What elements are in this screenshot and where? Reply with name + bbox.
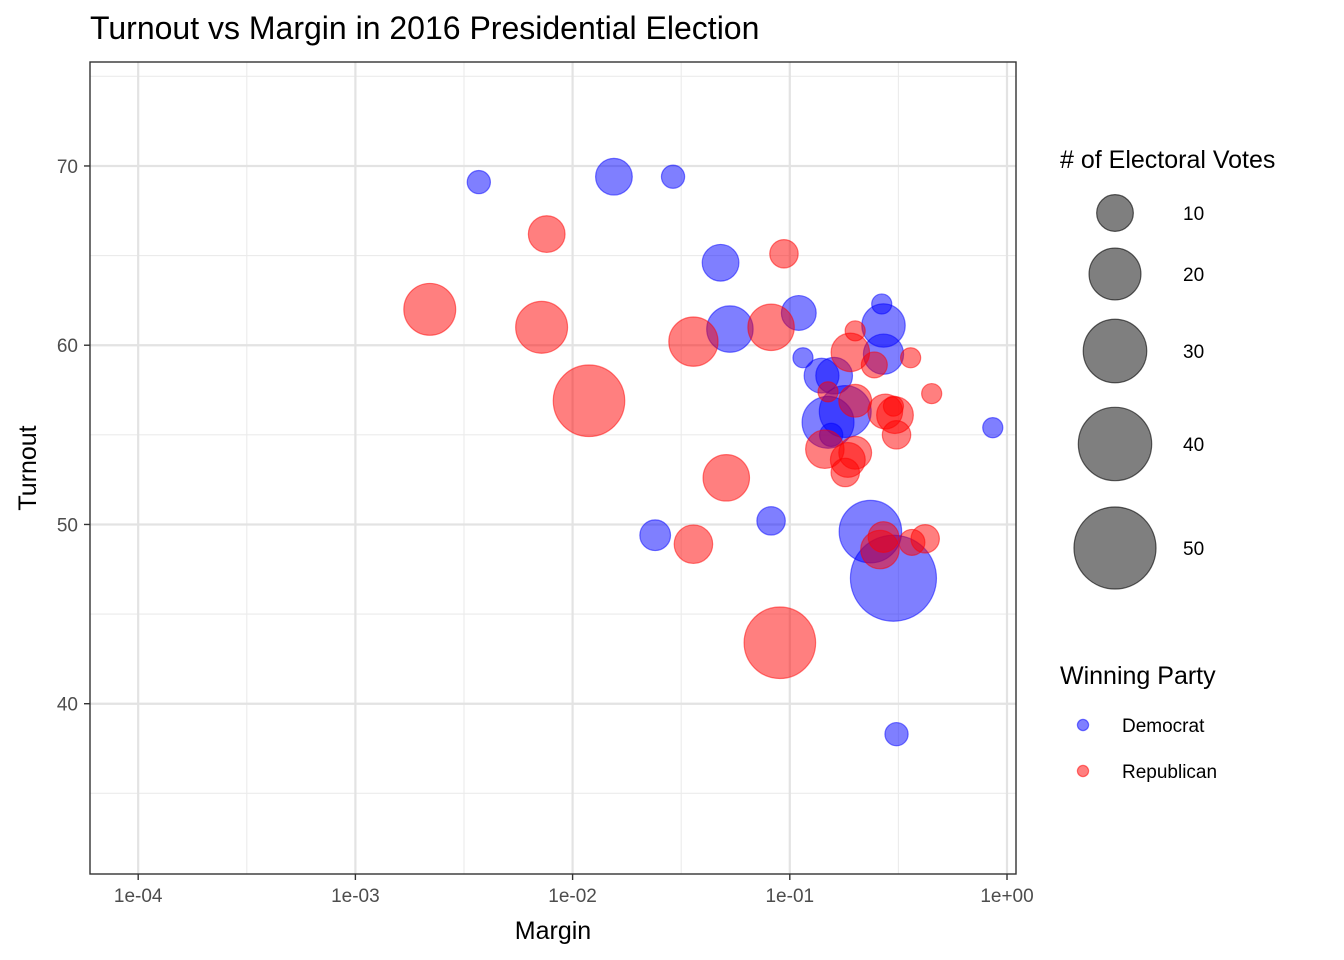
point-democrat: [466, 169, 492, 195]
y-tick-label: 40: [57, 695, 78, 716]
point-republican: [860, 529, 900, 570]
point-republican: [881, 420, 912, 450]
point-democrat: [639, 519, 672, 552]
point-republican: [899, 347, 922, 369]
y-axis-ticks: 40 50 60 70: [57, 157, 90, 716]
x-tick-label: 1e-02: [548, 886, 597, 907]
point-republican: [668, 316, 719, 367]
y-tick-label: 70: [57, 157, 78, 178]
point-republican: [403, 282, 457, 336]
point-democrat: [594, 157, 633, 196]
point-democrat: [756, 506, 786, 536]
plot-background: [90, 62, 1016, 874]
point-democrat: [982, 417, 1004, 439]
color-legend-key-republican: [1076, 764, 1090, 778]
point-democrat: [792, 347, 814, 369]
point-republican: [747, 303, 795, 352]
color-legend: Democrat Republican: [1076, 716, 1217, 783]
point-democrat: [884, 721, 909, 747]
point-republican: [552, 364, 626, 438]
size-legend-circle: [1096, 194, 1134, 232]
y-tick-label: 60: [57, 336, 78, 357]
point-democrat: [660, 164, 686, 189]
color-legend-label: Democrat: [1122, 716, 1205, 737]
color-legend-label: Republican: [1122, 762, 1217, 783]
data-points: [403, 157, 1004, 747]
size-legend: 10 20 30 40 50: [1073, 194, 1204, 590]
color-legend-key-democrat: [1076, 718, 1090, 732]
y-tick-label: 50: [57, 515, 78, 536]
y-axis-title: Turnout: [14, 425, 42, 510]
point-republican: [702, 454, 751, 502]
size-legend-circle: [1073, 506, 1157, 590]
legend: # of Electoral Votes 10 20 30 40 50 Winning …: [1060, 146, 1275, 783]
x-tick-label: 1e-04: [114, 886, 163, 907]
chart-title: Turnout vs Margin in 2016 Presidential E…: [90, 10, 759, 46]
point-republican: [743, 606, 817, 680]
x-axis-title: Margin: [515, 917, 591, 945]
point-democrat: [701, 243, 740, 282]
size-legend-circle: [1088, 247, 1142, 301]
size-legend-label: 10: [1183, 204, 1204, 225]
point-republican: [527, 215, 566, 254]
size-legend-circle: [1082, 318, 1148, 384]
x-tick-label: 1e+00: [980, 886, 1033, 907]
point-republican: [673, 524, 714, 565]
point-republican: [515, 300, 569, 354]
x-tick-label: 1e-03: [331, 886, 380, 907]
size-legend-label: 50: [1183, 539, 1204, 560]
size-legend-label: 20: [1183, 265, 1204, 286]
size-legend-label: 40: [1183, 435, 1204, 456]
size-legend-title: # of Electoral Votes: [1060, 146, 1275, 174]
color-legend-title: Winning Party: [1060, 662, 1216, 690]
plot-area: [89, 61, 1017, 875]
x-axis-ticks: 1e-04 1e-03 1e-02 1e-01 1e+00: [114, 874, 1034, 907]
plot-border: [89, 61, 1017, 875]
point-republican: [910, 523, 940, 554]
point-republican: [860, 351, 888, 379]
x-tick-label: 1e-01: [765, 886, 814, 907]
point-republican: [817, 381, 839, 403]
point-republican: [838, 383, 873, 418]
point-republican: [830, 457, 861, 488]
size-legend-circle: [1077, 406, 1153, 482]
size-legend-label: 30: [1183, 342, 1204, 363]
minor-gridlines: [90, 62, 1016, 874]
point-republican: [769, 238, 799, 269]
point-republican: [921, 382, 943, 405]
